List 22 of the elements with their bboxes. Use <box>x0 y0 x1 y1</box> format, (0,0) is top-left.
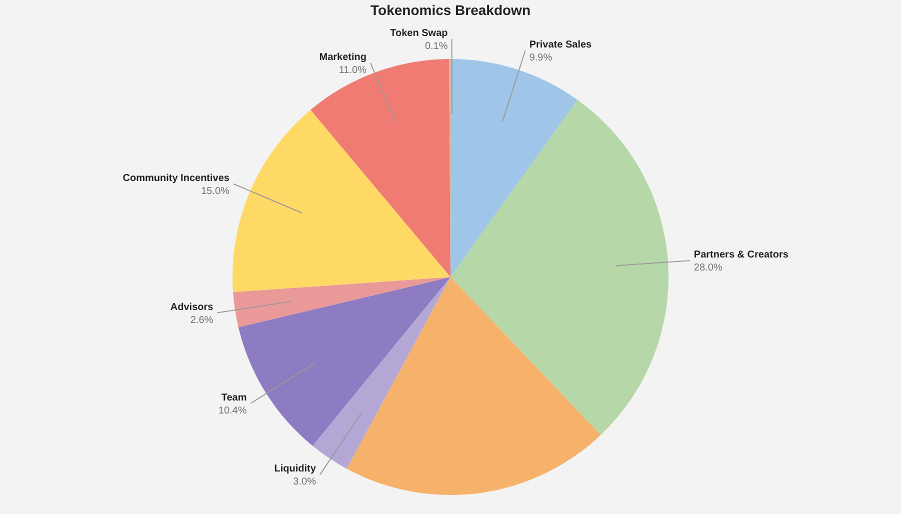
data-label: 15.0% <box>201 186 230 197</box>
data-label: 3.0% <box>293 476 316 488</box>
data-label: 11.0% <box>338 65 367 76</box>
slice-label: Community Incentives <box>122 172 230 184</box>
pie-slice <box>232 110 450 292</box>
data-label: 9.9% <box>529 52 552 64</box>
pie-slice <box>233 277 450 328</box>
data-label: 2.6% <box>190 314 214 326</box>
slice-label: Advisors <box>170 302 214 313</box>
pie-slice <box>450 59 578 277</box>
slice-label: Partners & Creators <box>694 250 789 261</box>
slice-label: Token Swap <box>390 28 448 39</box>
chart-title: Tokenomics Breakdown <box>370 2 531 18</box>
pie-slice <box>346 277 601 495</box>
data-label: 0.1% <box>424 41 448 52</box>
data-label: 28.0% <box>694 262 722 274</box>
slice-label: Private Sales <box>529 39 592 50</box>
slice-label: Liquidity <box>274 464 316 475</box>
slice-label: Marketing <box>319 52 366 63</box>
slice-label: Team <box>221 392 247 404</box>
pie-slice <box>450 100 668 435</box>
data-label: 10.4% <box>218 405 247 416</box>
